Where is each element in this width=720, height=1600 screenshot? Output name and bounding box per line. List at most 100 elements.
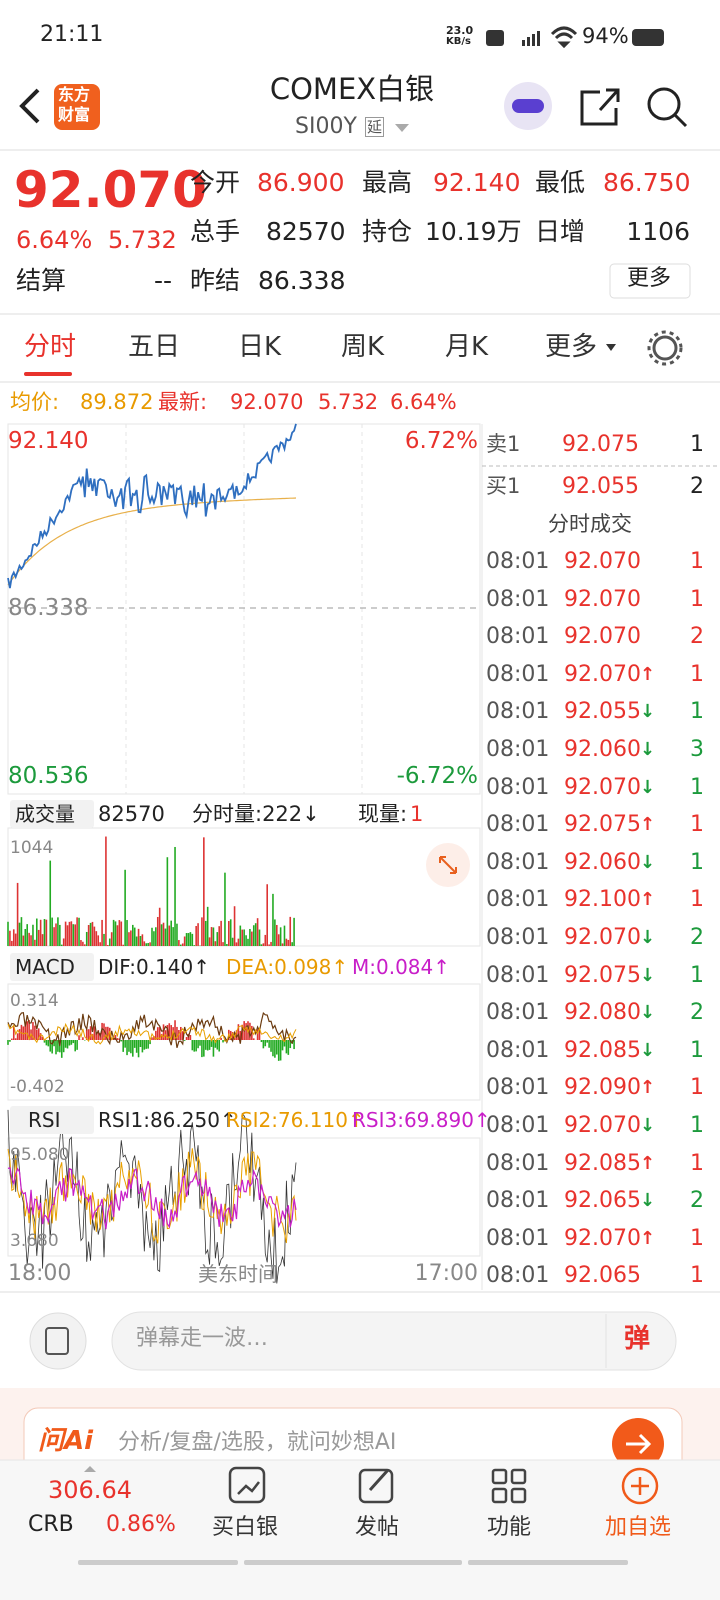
ai-brand: 问Ai <box>38 1426 94 1456</box>
battery-icon <box>632 29 664 46</box>
nav-item[interactable]: 买白银 <box>212 1515 279 1540</box>
trade-arrow: ↓ <box>640 776 656 798</box>
net-speed: 23.0 <box>446 24 474 37</box>
quote-field: 结算 <box>16 266 67 295</box>
dropdown-arrow <box>395 124 409 132</box>
settings-icon[interactable] <box>652 335 678 361</box>
trade-price: 92.070 <box>564 661 641 687</box>
tab[interactable]: 周K <box>341 332 385 362</box>
logo <box>54 84 100 130</box>
panel-selector[interactable]: 成交量 <box>15 802 75 826</box>
trade-arrow: ↓ <box>640 927 656 948</box>
trade-time: 08:01 <box>486 1037 550 1063</box>
trade-time: 08:01 <box>486 624 550 650</box>
trade-time: 08:01 <box>486 1075 550 1101</box>
trade-volume: 1 <box>690 1075 704 1101</box>
trade-volume: 2 <box>690 624 704 650</box>
trade-volume: 1 <box>690 887 704 913</box>
back-button[interactable] <box>19 88 40 124</box>
tab-caret <box>606 344 616 351</box>
volume-selector[interactable] <box>10 800 94 828</box>
trade-volume: 2 <box>690 1000 704 1026</box>
trade-volume: 1 <box>690 1225 704 1251</box>
trade-time: 08:01 <box>486 549 550 574</box>
panel-value: RSI1:86.250↑ <box>98 1108 237 1132</box>
quote-field: -- <box>153 266 172 295</box>
trade-price: 92.070 <box>564 925 641 950</box>
book-label: 卖1 <box>486 432 521 456</box>
more-button[interactable] <box>609 263 691 299</box>
chart-graphic <box>7 1022 297 1045</box>
chart-graphics <box>7 423 297 1284</box>
last-price: 92.070 <box>14 161 207 219</box>
add-icon <box>621 1467 659 1505</box>
share-icon[interactable] <box>580 88 620 126</box>
quote-field: 总手 <box>190 217 241 246</box>
tab[interactable]: 日K <box>238 332 282 362</box>
book-label: 买1 <box>486 474 521 498</box>
trade-arrow: ↑ <box>640 1152 656 1174</box>
tab[interactable]: 五日 <box>128 332 181 362</box>
trade-volume: 1 <box>690 1150 704 1176</box>
tab[interactable]: 月K <box>445 332 489 362</box>
panel-selector[interactable]: MACD <box>15 955 75 979</box>
info-field: 6.64% <box>390 390 457 414</box>
search-icon[interactable] <box>647 87 681 121</box>
nav-item[interactable]: 发帖 <box>355 1515 400 1540</box>
trade-price: 92.075 <box>564 812 641 838</box>
scroll-hint <box>468 1560 628 1565</box>
scroll-hint <box>78 1560 238 1565</box>
axis-label: 92.140 <box>8 428 89 454</box>
panel-value: RSI2:76.110↑ <box>226 1108 365 1132</box>
trade-price: 92.070 <box>564 586 641 612</box>
trade-time: 08:01 <box>486 699 550 725</box>
info-field: 5.732 <box>318 390 379 414</box>
buy-icon-line <box>237 1481 260 1495</box>
trade-arrow: ↑ <box>640 663 656 685</box>
net-speed-unit: KB/s <box>446 36 471 47</box>
axis-label: 86.338 <box>8 595 89 621</box>
info-field: 均价: <box>10 390 60 414</box>
nav-item[interactable]: 功能 <box>487 1515 532 1540</box>
battery-level: 94% <box>582 24 629 48</box>
quote-field: 82570 <box>266 217 346 246</box>
settings-icon-teeth <box>647 330 683 366</box>
axis-label: 1044 <box>10 838 54 858</box>
trade-time: 08:01 <box>486 812 550 838</box>
trade-arrow: ↓ <box>640 1190 656 1212</box>
rsi-selector[interactable] <box>10 1106 94 1134</box>
danmaku-toggle[interactable] <box>29 1312 87 1370</box>
danmaku-send[interactable]: 弹 <box>624 1324 651 1354</box>
trade-price: 92.085 <box>564 1037 641 1063</box>
quote-field: 86.338 <box>258 266 346 295</box>
quote-field: 最低 <box>535 168 586 197</box>
trade-time: 08:01 <box>486 1263 550 1289</box>
trade-arrow: ↓ <box>640 1002 656 1024</box>
trade-price: 92.090 <box>564 1075 641 1101</box>
ai-prompt: 分析/复盘/选股，就问妙想AI <box>118 1430 397 1455</box>
index-value: 306.64 <box>48 1476 132 1504</box>
trade-time: 08:01 <box>486 1188 550 1214</box>
trade-time: 08:01 <box>486 1000 550 1026</box>
axis-label: 95.080 <box>10 1145 70 1165</box>
axis-label: 80.536 <box>8 763 89 789</box>
chart-graphic <box>7 423 297 589</box>
panel-selector[interactable]: RSI <box>28 1108 61 1132</box>
more-button[interactable]: 更多 <box>627 266 672 291</box>
tab[interactable]: 更多 <box>545 332 598 362</box>
logo-text: 东方 <box>58 85 91 104</box>
hd-icon <box>486 30 504 46</box>
search-icon-handle <box>673 113 688 128</box>
signal-icon <box>522 31 540 46</box>
trade-time: 08:01 <box>486 962 550 988</box>
tab[interactable]: 分时 <box>24 332 77 362</box>
trade-arrow: ↓ <box>640 1115 656 1136</box>
nav-item[interactable]: 加自选 <box>605 1515 672 1540</box>
trade-time: 08:01 <box>486 586 550 612</box>
info-field: 89.872 <box>80 390 154 414</box>
comment-input[interactable] <box>111 1311 677 1371</box>
macd-selector[interactable] <box>10 953 94 981</box>
expand-icon <box>439 856 457 874</box>
x-label: 美东时间 <box>198 1262 278 1286</box>
chart-graphic <box>7 1011 297 1048</box>
